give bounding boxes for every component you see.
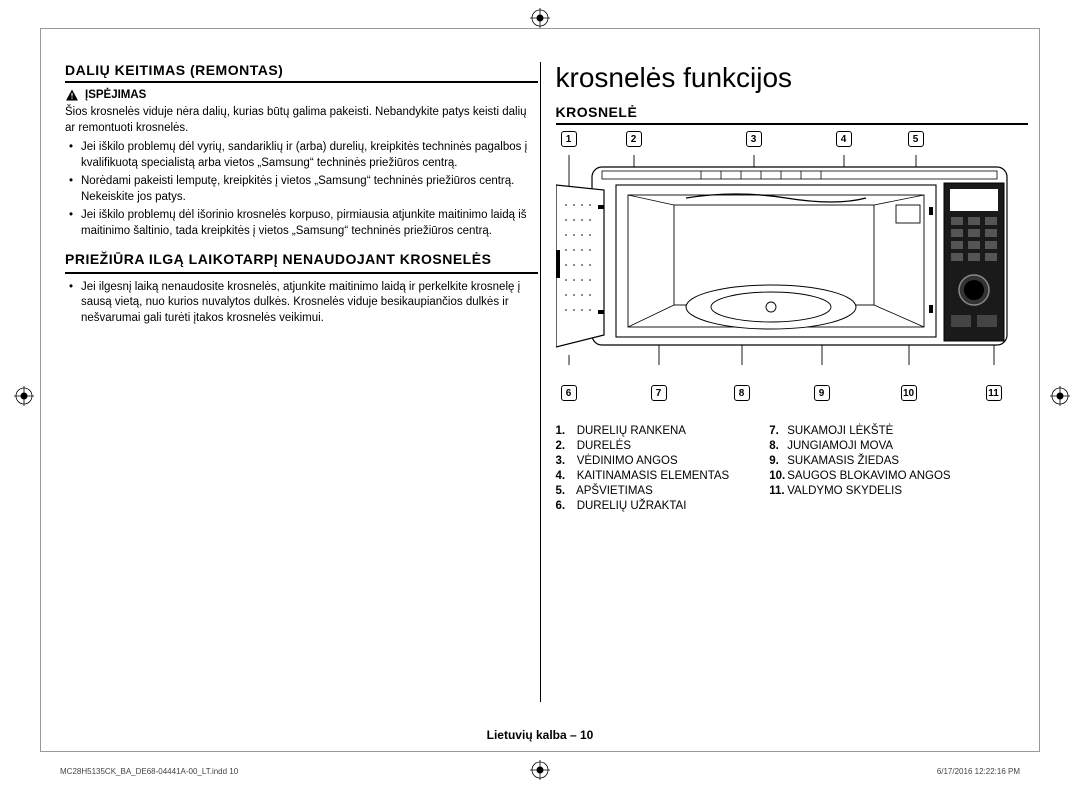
legend-row: 10.SAUGOS BLOKAVIMO ANGOS — [769, 470, 950, 482]
callout-10: 10 — [901, 385, 917, 401]
legend-row: 8.JUNGIAMOJI MOVA — [769, 440, 950, 452]
legend-row: 6. DURELIŲ UŽRAKTAI — [556, 500, 730, 512]
bullet-list-1: Jei iškilo problemų dėl vyrių, sandarikl… — [65, 140, 538, 239]
section-heading-parts-replacement: DALIŲ KEITIMAS (REMONTAS) — [65, 62, 538, 83]
warning-icon — [65, 89, 79, 101]
warning-row: ĮSPĖJIMAS — [65, 89, 538, 101]
registration-mark-right — [1050, 386, 1070, 406]
oven-diagram-area: 1 2 3 4 5 6 7 8 9 10 11 — [556, 131, 1016, 411]
section-heading-long-term-care: PRIEŽIŪRA ILGĄ LAIKOTARPĮ NENAUDOJANT KR… — [65, 251, 538, 274]
legend-column-right: 7.SUKAMOJI LĖKŠTĖ 8.JUNGIAMOJI MOVA 9.SUKA… — [769, 425, 950, 515]
callout-3: 3 — [746, 131, 762, 147]
legend-row: 3. VĖDINIMO ANGOS — [556, 455, 730, 467]
legend-row: 9.SUKAMASIS ŽIEDAS — [769, 455, 950, 467]
page-footer-label: Lietuvių kalba – 10 — [0, 728, 1080, 742]
export-timestamp: 6/17/2016 12:22:16 PM — [937, 767, 1020, 776]
chapter-title: krosnelės funkcijos — [556, 62, 1029, 94]
right-column: krosnelės funkcijos KROSNELĖ 1 2 3 4 5 6… — [556, 62, 1029, 732]
legend-row: 5. APŠVIETIMAS — [556, 485, 730, 497]
registration-mark-top — [530, 8, 550, 28]
left-column: DALIŲ KEITIMAS (REMONTAS) ĮSPĖJIMAS Šios… — [65, 62, 538, 732]
callout-11: 11 — [986, 385, 1002, 401]
callout-2: 2 — [626, 131, 642, 147]
document-footline: MC28H5135CK_BA_DE68-04441A-00_LT.indd 10… — [60, 767, 1020, 776]
bullet-item: Norėdami pakeisti lemputę, kreipkitės į … — [81, 174, 538, 205]
callout-7: 7 — [651, 385, 667, 401]
callout-6: 6 — [561, 385, 577, 401]
section-heading-oven: KROSNELĖ — [556, 104, 1029, 125]
warning-label: ĮSPĖJIMAS — [85, 89, 146, 101]
legend-row: 7.SUKAMOJI LĖKŠTĖ — [769, 425, 950, 437]
bullet-item: Jei iškilo problemų dėl išorinio krosnel… — [81, 208, 538, 239]
legend-row: 2. DURELĖS — [556, 440, 730, 452]
callout-1: 1 — [561, 131, 577, 147]
bullet-list-2: Jei ilgesnį laiką nenaudosite krosnelės,… — [65, 280, 538, 327]
indd-filename: MC28H5135CK_BA_DE68-04441A-00_LT.indd 10 — [60, 767, 238, 776]
callout-9: 9 — [814, 385, 830, 401]
bullet-item: Jei ilgesnį laiką nenaudosite krosnelės,… — [81, 280, 538, 327]
callout-8: 8 — [734, 385, 750, 401]
callout-5: 5 — [908, 131, 924, 147]
oven-illustration — [556, 155, 1016, 365]
registration-mark-left — [14, 386, 34, 406]
warning-body-text: Šios krosnelės viduje nėra dalių, kurias… — [65, 105, 538, 136]
parts-legend: 1. DURELIŲ RANKENA 2. DURELĖS 3. VĖDINIMO … — [556, 425, 1029, 515]
legend-row: 1. DURELIŲ RANKENA — [556, 425, 730, 437]
legend-row: 4. KAITINAMASIS ELEMENTAS — [556, 470, 730, 482]
callout-4: 4 — [836, 131, 852, 147]
legend-row: 11.VALDYMO SKYDELIS — [769, 485, 950, 497]
bullet-item: Jei iškilo problemų dėl vyrių, sandarikl… — [81, 140, 538, 171]
page-content: DALIŲ KEITIMAS (REMONTAS) ĮSPĖJIMAS Šios… — [65, 62, 1028, 732]
legend-column-left: 1. DURELIŲ RANKENA 2. DURELĖS 3. VĖDINIMO … — [556, 425, 730, 515]
